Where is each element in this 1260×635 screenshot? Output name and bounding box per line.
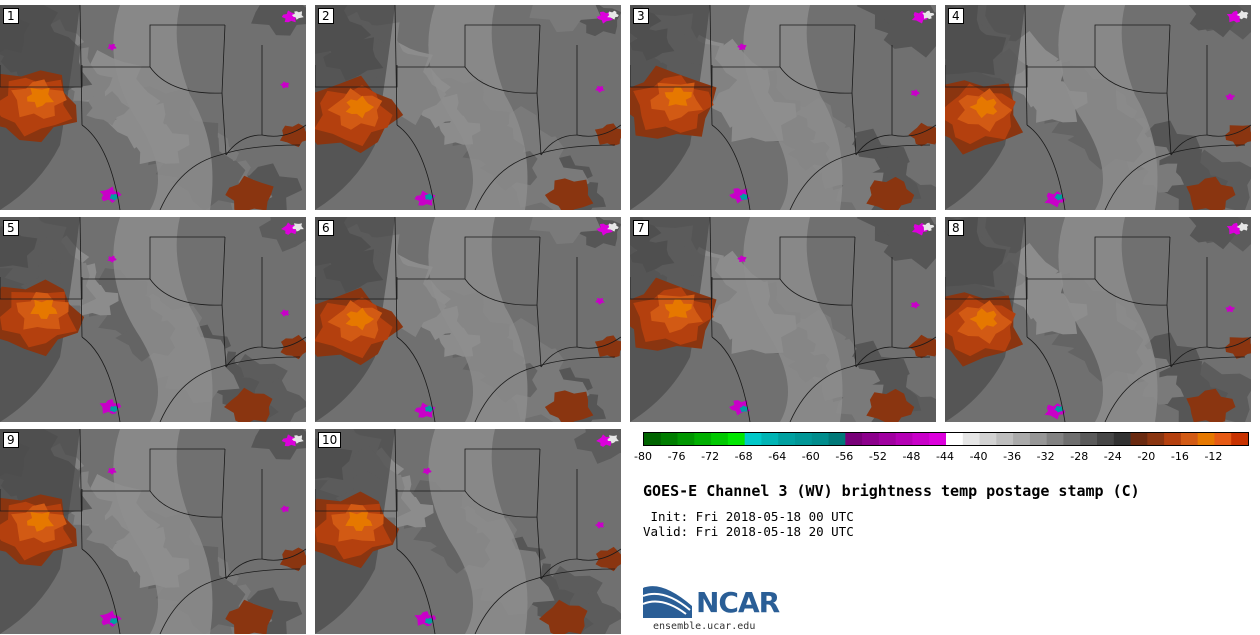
postage-stamp-panel: 10 [315,429,621,634]
colorbar-swatch [845,433,863,445]
colorbar-swatch [1147,433,1165,445]
site-url: ensemble.ucar.edu [653,621,756,632]
panel-number-label: 9 [3,432,19,448]
colorbar-swatch [1029,433,1048,445]
colorbar-swatch [895,433,913,445]
panel-number-label: 1 [3,8,19,24]
water-vapor-map [315,217,621,422]
colorbar-tick-label: -44 [936,450,954,463]
ncar-logo-icon [642,586,692,618]
colorbar-tick-label: -80 [634,450,652,463]
postage-stamp-panel: 8 [945,217,1251,422]
colorbar-swatch [660,433,678,445]
colorbar-tick-label: -64 [768,450,787,463]
colorbar-swatch [677,433,695,445]
colorbar-tick-label: -12 [1204,450,1223,463]
plot-title: GOES-E Channel 3 (WV) brightness temp po… [643,482,1140,500]
colorbar-swatch [828,433,846,445]
panel-number-label: 4 [948,8,964,24]
colorbar-swatch [1164,433,1182,445]
colorbar-swatch [1113,433,1131,445]
colorbar-tick-label: -48 [902,450,921,463]
panel-number-label: 2 [318,8,334,24]
colorbar-swatch [929,433,947,445]
colorbar-swatch [811,433,829,445]
postage-stamp-panel: 5 [0,217,306,422]
colorbar-swatch [1046,433,1064,445]
colorbar-swatch [1080,433,1098,445]
init-time: Init: Fri 2018-05-18 00 UTC [643,509,854,524]
panel-number-label: 10 [318,432,342,448]
panel-number-label: 3 [633,8,649,24]
colorbar-swatch [996,433,1014,445]
colorbar-swatch [795,433,813,445]
colorbar-swatch [694,433,712,445]
water-vapor-map [315,429,621,634]
colorbar-tick-label: -24 [1103,450,1122,463]
colorbar-swatch [1013,433,1031,445]
water-vapor-map [315,5,621,210]
colorbar-swatch [946,433,964,445]
colorbar-tick-label: -40 [969,450,988,463]
colorbar-tick-label: -60 [801,450,820,463]
colorbar-swatch [1180,433,1199,445]
panel-number-label: 8 [948,220,964,236]
colorbar-swatch [1130,433,1148,445]
water-vapor-map [945,5,1251,210]
panel-number-label: 5 [3,220,19,236]
water-vapor-map [945,217,1251,422]
panel-number-label: 7 [633,220,649,236]
colorbar-swatch [744,433,762,445]
colorbar-tick-label: -52 [868,450,887,463]
temperature-colorbar [643,432,1249,446]
postage-stamp-panel: 2 [315,5,621,210]
water-vapor-map [630,217,936,422]
colorbar-swatch [1063,433,1081,445]
postage-stamp-panel: 7 [630,217,936,422]
colorbar-ticks: -80 -76 -72 -68 -64 -60 -56 -52 -48 -44 -40 -36 -32 -… [634,450,1253,466]
colorbar-swatch [1214,433,1232,445]
colorbar-swatch [1231,433,1249,445]
water-vapor-map [630,5,936,210]
postage-stamp-panel: 6 [315,217,621,422]
colorbar-tick-label: -56 [835,450,854,463]
colorbar-swatch [727,433,746,445]
colorbar-swatch [761,433,779,445]
colorbar-tick-label: -36 [1003,450,1022,463]
colorbar-swatch [878,433,897,445]
water-vapor-map [0,217,306,422]
colorbar-swatch [912,433,930,445]
colorbar-tick-label: -16 [1170,450,1189,463]
valid-time: Valid: Fri 2018-05-18 20 UTC [643,524,854,539]
colorbar-tick-label: -20 [1137,450,1156,463]
colorbar-swatch [644,433,662,445]
postage-stamp-panel: 9 [0,429,306,634]
postage-stamp-panel: 3 [630,5,936,210]
colorbar-swatch [979,433,997,445]
colorbar-tick-label: -32 [1036,450,1055,463]
colorbar-tick-label: -76 [667,450,686,463]
colorbar-swatch [1097,433,1115,445]
colorbar-tick-label: -68 [734,450,753,463]
postage-stamp-panel: 4 [945,5,1251,210]
water-vapor-map [0,429,306,634]
colorbar-tick-label: -28 [1070,450,1089,463]
colorbar-swatch [862,433,880,445]
colorbar-swatch [778,433,796,445]
ncar-logo-text: NCAR [696,586,780,619]
water-vapor-map [0,5,306,210]
colorbar-swatch [711,433,729,445]
postage-stamp-panel: 1 [0,5,306,210]
colorbar-swatch [1197,433,1215,445]
colorbar-tick-label: -72 [701,450,720,463]
panel-number-label: 6 [318,220,334,236]
colorbar-swatch [962,433,980,445]
